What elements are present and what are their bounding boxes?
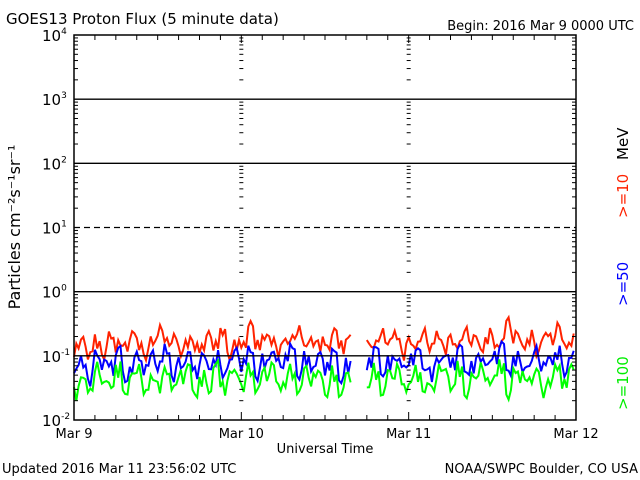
legend-ge50: >=50 — [614, 262, 632, 306]
legend-unit-mev: MeV — [614, 127, 632, 160]
y-tick-label: 101 — [42, 220, 67, 238]
credit-label: NOAA/SWPC Boulder, CO USA — [445, 462, 638, 477]
series-line-1 — [73, 339, 575, 387]
y-tick-label: 10-2 — [42, 412, 70, 430]
y-tick-label: 10-1 — [42, 348, 70, 366]
updated-label: Updated 2016 Mar 11 23:56:02 UTC — [2, 462, 236, 477]
y-tick-label: 100 — [42, 284, 67, 302]
legend-ge100: >=100 — [614, 356, 632, 410]
series-line-0 — [73, 314, 575, 365]
x-tick-label: Mar 10 — [219, 427, 264, 442]
x-tick-label: Mar 11 — [386, 427, 431, 442]
x-axis-label: Universal Time — [277, 442, 374, 457]
y-tick-label: 103 — [42, 91, 67, 109]
y-axis-label: Particles cm⁻²s⁻¹sr⁻¹ — [5, 145, 24, 310]
x-tick-label: Mar 9 — [56, 427, 93, 442]
series-line-2 — [73, 357, 575, 403]
begin-label: Begin: 2016 Mar 9 0000 UTC — [447, 19, 634, 34]
x-tick-label: Mar 12 — [553, 427, 598, 442]
chart-title: GOES13 Proton Flux (5 minute data) — [6, 10, 279, 28]
legend-ge10: >=10 — [614, 174, 632, 218]
y-tick-label: 102 — [42, 155, 67, 173]
y-tick-label: 104 — [42, 27, 67, 45]
